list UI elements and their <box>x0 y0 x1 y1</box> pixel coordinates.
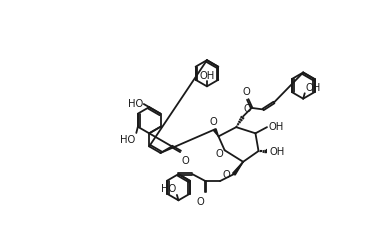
Text: OH: OH <box>305 82 321 92</box>
Polygon shape <box>233 162 243 175</box>
Text: O: O <box>196 197 204 207</box>
Text: O: O <box>244 104 252 114</box>
Text: O: O <box>181 156 189 166</box>
Text: O: O <box>222 169 230 179</box>
Text: O: O <box>210 117 218 127</box>
Text: OH: OH <box>270 146 285 156</box>
Text: HO: HO <box>128 99 143 109</box>
Text: OH: OH <box>199 71 214 81</box>
Text: HO: HO <box>120 135 136 145</box>
Text: O: O <box>242 86 250 96</box>
Text: O: O <box>215 148 223 158</box>
Polygon shape <box>213 129 219 137</box>
Text: HO: HO <box>161 184 176 194</box>
Text: OH: OH <box>268 122 284 132</box>
